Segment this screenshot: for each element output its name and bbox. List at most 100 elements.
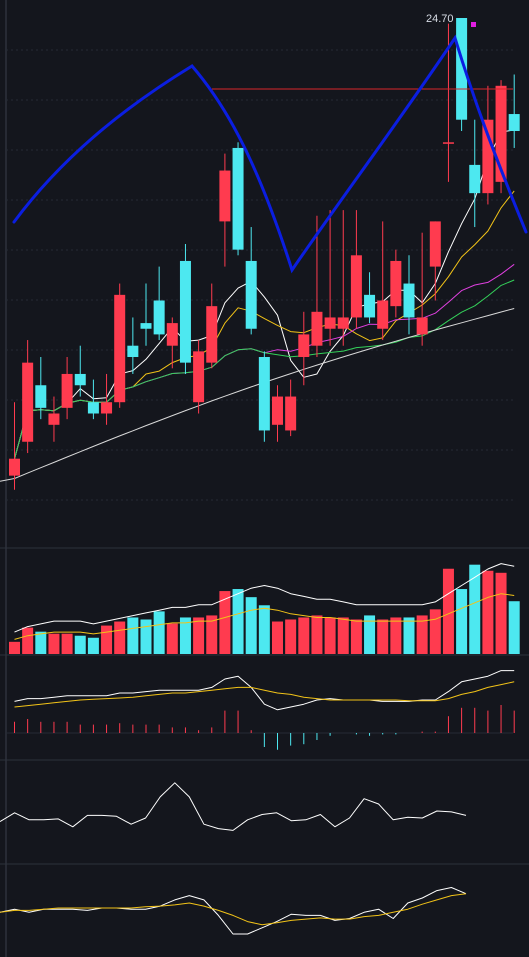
candle-body	[456, 18, 468, 120]
volume-bar	[245, 597, 257, 654]
candle-body	[311, 311, 323, 346]
candle-body	[403, 283, 415, 318]
candle-body	[390, 260, 402, 307]
volume-bar	[61, 633, 73, 654]
moving-averages	[0, 129, 515, 482]
candle-body	[61, 373, 73, 408]
volume-bar	[258, 605, 270, 654]
candle-body	[298, 334, 310, 357]
candle-body	[48, 413, 60, 425]
volume-bar	[219, 591, 231, 654]
volume-bar	[298, 617, 310, 654]
volume-bar	[153, 611, 165, 654]
volume-bar	[390, 617, 402, 654]
volume-bar	[206, 615, 218, 654]
candle-body	[127, 345, 139, 357]
candle-body	[166, 323, 178, 346]
volume-bar	[429, 609, 441, 654]
volume-bar	[87, 637, 99, 654]
volume-bar	[35, 631, 47, 654]
volume-bar	[442, 568, 454, 654]
volume-bar	[9, 641, 20, 654]
candle-body	[87, 402, 99, 414]
candle-body	[272, 396, 283, 425]
oscillator-d-line	[0, 893, 467, 926]
volume-bar	[101, 625, 113, 654]
candle-body	[179, 260, 191, 363]
oscillator-line	[0, 782, 467, 831]
volume-bar	[48, 633, 60, 654]
macd-panel	[6, 670, 515, 750]
oscillator-panel-2	[0, 887, 467, 935]
candle-body	[101, 402, 113, 414]
candle-body	[35, 385, 47, 408]
volume-bar	[364, 615, 376, 654]
price-annotation: 24.70	[426, 13, 454, 25]
volume-panel	[9, 563, 520, 654]
volume-bar	[272, 621, 283, 654]
ma5-line	[14, 129, 515, 459]
volume-bar	[350, 619, 362, 654]
oscillator-panel-1	[0, 782, 467, 831]
candle-body	[377, 300, 389, 329]
volume-bar	[74, 635, 86, 654]
volume-ma2-line	[14, 593, 515, 640]
candle-body	[258, 357, 270, 431]
candle-body	[219, 170, 231, 222]
volume-bar	[232, 589, 244, 654]
marker-dot	[471, 22, 476, 27]
candle-body	[337, 317, 349, 329]
volume-bar	[508, 601, 520, 654]
candle-body	[416, 317, 428, 335]
oscillator-k-line	[0, 887, 467, 935]
volume-bar	[324, 617, 336, 654]
candle-body	[206, 306, 218, 363]
candle-body	[482, 119, 494, 194]
volume-bar	[193, 617, 205, 654]
volume-bar	[416, 615, 428, 654]
volume-bar	[311, 615, 323, 654]
candle-body	[495, 85, 507, 182]
candle-body	[469, 164, 481, 194]
volume-bar	[469, 564, 481, 654]
volume-bar	[127, 617, 139, 654]
volume-ma-line	[14, 563, 515, 633]
candlesticks	[9, 18, 520, 490]
volume-bar	[140, 619, 152, 654]
candle-body	[442, 142, 454, 144]
candle-body	[22, 362, 34, 442]
candle-body	[429, 221, 441, 267]
trend-line	[12, 34, 528, 274]
candle-body	[232, 147, 244, 250]
candle-body	[508, 114, 520, 131]
volume-bar	[377, 619, 389, 654]
candle-body	[140, 323, 152, 329]
volume-bar	[179, 617, 191, 654]
candle-body	[153, 300, 165, 335]
volume-bar	[456, 589, 468, 654]
candle-body	[245, 260, 257, 329]
volume-bar	[114, 621, 126, 654]
candle-body	[114, 294, 126, 403]
candle-body	[9, 458, 20, 476]
volume-bar	[22, 627, 34, 654]
candle-body	[324, 317, 336, 329]
volume-bar	[337, 617, 349, 654]
volume-bar	[403, 617, 415, 654]
candle-body	[350, 255, 362, 318]
macd-dif-line	[14, 670, 515, 711]
volume-bar	[285, 619, 297, 654]
ma60-line	[0, 308, 515, 482]
volume-bar	[495, 572, 507, 654]
macd-dea-line	[14, 681, 515, 708]
volume-bar	[166, 623, 178, 654]
volume-bar	[482, 570, 494, 654]
candle-body	[285, 396, 297, 431]
candle-body	[364, 294, 376, 318]
trend-polyline	[12, 34, 528, 274]
grid-lines	[6, 49, 513, 501]
candle-body	[193, 351, 205, 403]
candle-body	[74, 373, 86, 386]
